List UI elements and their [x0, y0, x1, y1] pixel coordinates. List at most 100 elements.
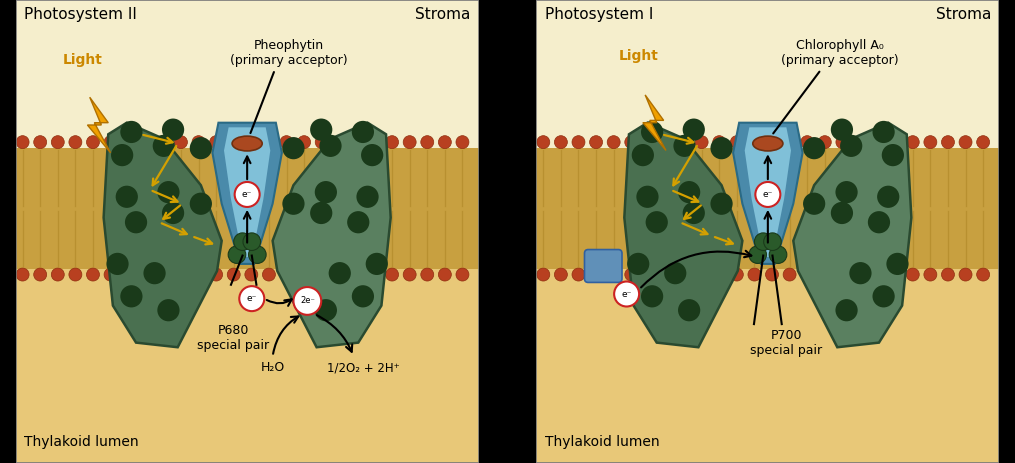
Circle shape	[710, 193, 733, 215]
Circle shape	[818, 268, 831, 281]
Text: Light: Light	[63, 53, 103, 67]
Circle shape	[315, 181, 337, 203]
Text: Thylakoid lumen: Thylakoid lumen	[545, 435, 660, 449]
Circle shape	[243, 233, 261, 250]
Circle shape	[710, 137, 733, 159]
Circle shape	[636, 186, 659, 208]
Circle shape	[801, 136, 814, 149]
Circle shape	[683, 202, 704, 224]
Circle shape	[233, 233, 252, 250]
Text: Chlorophyll A₀
(primary acceptor): Chlorophyll A₀ (primary acceptor)	[781, 39, 898, 67]
Circle shape	[537, 136, 550, 149]
Circle shape	[554, 136, 567, 149]
Circle shape	[818, 136, 831, 149]
Circle shape	[157, 181, 180, 203]
Text: Stroma: Stroma	[936, 7, 991, 22]
Text: Photosystem I: Photosystem I	[545, 7, 653, 22]
Circle shape	[673, 135, 695, 157]
Circle shape	[882, 144, 904, 166]
Text: P680
special pair: P680 special pair	[197, 324, 269, 352]
Circle shape	[836, 136, 849, 149]
Circle shape	[614, 282, 639, 307]
Circle shape	[959, 136, 972, 149]
Circle shape	[227, 268, 241, 281]
Circle shape	[748, 268, 761, 281]
Circle shape	[16, 268, 29, 281]
Circle shape	[386, 268, 399, 281]
Circle shape	[361, 144, 384, 166]
Circle shape	[157, 299, 180, 321]
Circle shape	[293, 287, 321, 315]
Polygon shape	[642, 95, 666, 150]
Circle shape	[352, 121, 374, 143]
Circle shape	[835, 181, 858, 203]
Circle shape	[16, 136, 29, 149]
Circle shape	[162, 202, 184, 224]
Circle shape	[352, 285, 374, 307]
Circle shape	[678, 181, 700, 203]
Circle shape	[660, 268, 673, 281]
PathPatch shape	[104, 123, 221, 347]
Circle shape	[297, 136, 311, 149]
Circle shape	[784, 136, 796, 149]
Circle shape	[765, 268, 779, 281]
Circle shape	[871, 136, 884, 149]
Circle shape	[52, 268, 64, 281]
Circle shape	[873, 285, 894, 307]
Circle shape	[713, 136, 726, 149]
Circle shape	[784, 268, 796, 281]
Circle shape	[245, 268, 258, 281]
Circle shape	[625, 268, 637, 281]
Bar	[15, 148, 479, 269]
Circle shape	[111, 144, 133, 166]
Circle shape	[162, 119, 184, 141]
Circle shape	[590, 136, 603, 149]
Circle shape	[139, 136, 152, 149]
Circle shape	[210, 268, 222, 281]
Bar	[536, 269, 1000, 463]
Circle shape	[646, 211, 668, 233]
Circle shape	[368, 268, 381, 281]
Circle shape	[769, 246, 787, 263]
Circle shape	[642, 268, 656, 281]
Circle shape	[942, 136, 954, 149]
Circle shape	[175, 136, 188, 149]
Circle shape	[280, 136, 293, 149]
Circle shape	[282, 193, 304, 215]
Circle shape	[607, 268, 620, 281]
Circle shape	[554, 268, 567, 281]
Text: Light: Light	[618, 49, 658, 63]
Circle shape	[122, 136, 135, 149]
Circle shape	[143, 262, 165, 284]
Circle shape	[836, 268, 849, 281]
PathPatch shape	[224, 127, 270, 257]
Circle shape	[537, 268, 550, 281]
Circle shape	[695, 136, 708, 149]
Circle shape	[192, 268, 205, 281]
Circle shape	[228, 246, 246, 263]
Circle shape	[959, 268, 972, 281]
PathPatch shape	[745, 127, 791, 257]
Circle shape	[192, 136, 205, 149]
Circle shape	[403, 268, 416, 281]
Circle shape	[801, 268, 814, 281]
Circle shape	[942, 268, 954, 281]
Circle shape	[347, 211, 369, 233]
Circle shape	[227, 136, 241, 149]
Circle shape	[660, 136, 673, 149]
Ellipse shape	[753, 136, 783, 151]
Circle shape	[356, 186, 379, 208]
Circle shape	[873, 121, 894, 143]
Circle shape	[350, 136, 363, 149]
Circle shape	[105, 268, 117, 281]
Circle shape	[86, 268, 99, 281]
Circle shape	[33, 268, 47, 281]
Circle shape	[924, 268, 937, 281]
Circle shape	[438, 136, 452, 149]
Circle shape	[438, 268, 452, 281]
Circle shape	[572, 136, 585, 149]
Circle shape	[333, 136, 346, 149]
Circle shape	[641, 285, 663, 307]
Circle shape	[906, 136, 920, 149]
Circle shape	[754, 233, 772, 250]
